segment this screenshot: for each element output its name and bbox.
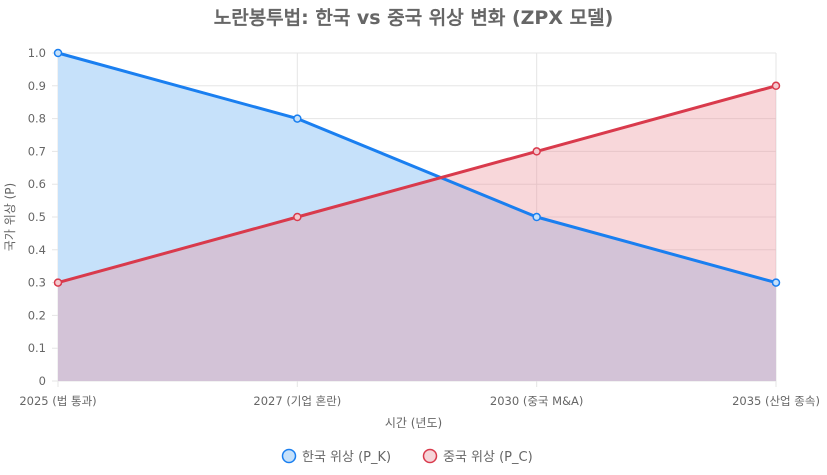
data-points: [53, 48, 781, 287]
legend-marker-0: [281, 448, 297, 464]
y-tick-label: 0.4: [28, 243, 46, 257]
data-point-series-1-0[interactable]: [53, 278, 63, 287]
series-areas: [58, 53, 776, 382]
x-axis-title: 시간 (년도): [385, 416, 442, 430]
legend-item-0[interactable]: 한국 위상 (P_K): [281, 448, 392, 466]
series-area-0: [58, 53, 776, 381]
y-axis-title: 국가 위상 (P): [3, 183, 17, 251]
y-axis-ticks: 0 0.1 0.2 0.3 0.4 0.5 0.6 0.7 0.8 0.9 1.0: [28, 46, 46, 388]
chart-title: 노란봉투법: 한국 vs 중국 위상 변화 (ZPX 모델): [214, 7, 614, 29]
x-axis-ticks: 2025 (법 통과) 2027 (기업 혼란) 2030 (중국 M&A) 2035…: [19, 394, 820, 408]
x-tick-label: 2035 (산업 종속): [732, 394, 820, 408]
chart-legend[interactable]: 한국 위상 (P_K) 중국 위상 (P_C): [281, 448, 533, 466]
y-tick-label: 0.9: [28, 79, 46, 93]
y-tick-label: 0.3: [28, 276, 46, 290]
series-line-1: [56, 84, 778, 285]
y-tick-label: 0.2: [28, 308, 46, 322]
legend-label-1: 중국 위상 (P_C): [443, 450, 533, 465]
y-tick-label: 0.5: [28, 210, 46, 224]
data-point-series-0-2[interactable]: [532, 212, 541, 222]
x-tick-label: 2030 (중국 M&A): [490, 394, 583, 408]
x-tick-label: 2025 (법 통과): [19, 394, 96, 408]
legend-item-1[interactable]: 중국 위상 (P_C): [422, 448, 533, 466]
y-tick-label: 0.6: [28, 177, 46, 191]
data-point-series-0-0[interactable]: [53, 48, 63, 58]
y-tick-label: 0: [39, 374, 46, 388]
x-tick-label: 2027 (기업 혼란): [253, 394, 341, 408]
data-point-series-0-3[interactable]: [771, 278, 781, 287]
y-tick-label: 1.0: [28, 46, 46, 60]
legend-label-0: 한국 위상 (P_K): [302, 450, 391, 465]
data-point-series-1-3[interactable]: [771, 81, 781, 91]
data-point-series-1-2[interactable]: [532, 147, 541, 156]
y-tick-label: 0.7: [28, 144, 46, 158]
legend-marker-1: [422, 448, 438, 464]
y-tick-label: 0.1: [28, 341, 46, 355]
data-point-series-1-1[interactable]: [293, 212, 302, 222]
y-tick-label: 0.8: [28, 112, 46, 126]
data-point-series-0-1[interactable]: [293, 114, 302, 123]
series-line-0: [56, 51, 778, 285]
series-area-1: [58, 85, 776, 382]
series-lines: [56, 51, 778, 285]
